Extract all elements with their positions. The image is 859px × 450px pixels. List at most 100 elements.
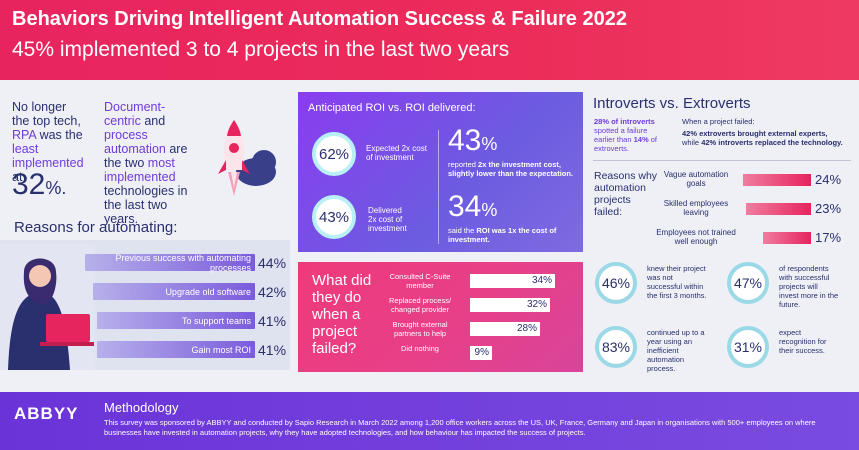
stat-ring: 47% (727, 262, 769, 304)
intro-right-c: while (682, 138, 700, 147)
intro-right-b: 42% extroverts brought external experts, (682, 129, 828, 138)
rpa-text: No longer the top tech, RPA was the leas… (12, 100, 84, 184)
introverts-title: Introverts vs. Extroverts (593, 95, 751, 112)
failure-label: Skilled employees leaving (663, 199, 729, 217)
stat-text: expect recognition for their success. (779, 328, 827, 355)
what-label: Consulted C-Suite member (389, 272, 451, 290)
page-subtitle: 45% implemented 3 to 4 projects in the l… (12, 38, 510, 61)
reason-label: Previous success with automating process… (115, 253, 251, 273)
reason-value: 44% (258, 255, 287, 271)
rpa-value: 32 (12, 168, 46, 201)
roi-stat2-desc-b: ROI was 1x the cost of investment. (448, 226, 557, 244)
what-bar (470, 274, 555, 288)
roi-stat1: 43% (448, 124, 497, 158)
intro-left-d: of extroverts. (594, 135, 657, 153)
failure-value: 17% (815, 230, 842, 245)
reason-label: Gain most ROI (191, 345, 251, 355)
rpa-highlight: RPA (12, 128, 37, 142)
failure-value: 24% (815, 172, 842, 187)
failure-label: Vague automation goals (663, 170, 729, 188)
failure-bar (763, 232, 811, 244)
doc-highlight3: most implemented (104, 156, 176, 184)
stat-text: knew their project was not successful wi… (647, 264, 707, 300)
reason-label: Upgrade old software (165, 287, 251, 297)
roi-stat2-desc-a: said the (448, 226, 475, 235)
what-did-they-do-panel: What did they do when a project failed? … (298, 262, 583, 372)
rpa-line2: was the (39, 128, 83, 142)
failure-bar (746, 203, 811, 215)
rpa-line1: No longer the top tech, (12, 100, 81, 128)
stat-ring: 46% (595, 262, 637, 304)
what-bar (470, 322, 540, 336)
page-title: Behaviors Driving Intelligent Automation… (12, 8, 627, 30)
woman-laptop-illustration (0, 244, 95, 370)
what-value: 34% (531, 275, 552, 286)
introverts-left-text: 28% of introverts spotted a failure earl… (594, 117, 664, 153)
failure-label: Employees not trained well enough (656, 228, 736, 246)
what-did-they-do-question: What did they do when a project failed? (312, 272, 372, 357)
what-value: 9% (474, 347, 489, 358)
stat-text: of respondents with successful projects … (779, 264, 839, 309)
roi-stat2-desc: said the ROI was 1x the cost of investme… (448, 226, 568, 244)
header-banner (0, 0, 859, 80)
document-centric-text: Document-centric and process automation … (104, 100, 190, 226)
doc-line2: are the two (104, 142, 188, 170)
what-value: 32% (526, 299, 547, 310)
failure-bar (743, 174, 811, 186)
rpa-unit: %. (45, 178, 67, 198)
methodology-title: Methodology (104, 400, 179, 415)
roi-stat1-desc-b: 2x the investment cost, slightly lower t… (448, 160, 574, 178)
reason-bar (93, 283, 255, 300)
what-label: Did nothing (401, 344, 439, 353)
reason-value: 41% (258, 342, 287, 358)
introverts-right-text: When a project failed: 42% extroverts br… (682, 117, 857, 147)
stat-text: continued up to a year using an ineffici… (647, 328, 705, 373)
reason-bar (97, 341, 255, 358)
what-bar (470, 346, 492, 360)
doc-line1: and (144, 114, 166, 128)
roi-delivered-ring: 43% (312, 195, 356, 239)
intro-right-d: 42% introverts replaced the technology. (701, 138, 843, 147)
roi-expected-ring: 62% (312, 132, 356, 176)
stat-ring: 83% (595, 326, 637, 368)
doc-line3: technologies in the last two years. (104, 184, 188, 226)
what-label: Brought external partners to help (392, 320, 448, 338)
reasons-title: Reasons for automating: (14, 219, 178, 236)
intro-left-a: 28% of introverts (594, 117, 655, 126)
reason-value: 42% (258, 284, 287, 300)
reason-bar (85, 254, 255, 271)
rpa-least-implemented: least implemented (12, 142, 84, 170)
footer-banner (0, 392, 859, 450)
doc-highlight2: process automation (104, 128, 166, 156)
what-label: Replaced process/ changed provider (388, 296, 452, 314)
introverts-divider (593, 160, 851, 161)
roi-title: Anticipated ROI vs. ROI delivered: (308, 102, 476, 114)
doc-highlight1: Document-centric (104, 100, 166, 128)
roi-stat1-value: 43 (448, 124, 482, 157)
intro-left-c: 14% (633, 135, 649, 144)
what-bar (470, 298, 550, 312)
reasons-panel: Previous success with automating process… (0, 240, 290, 370)
abbyy-logo: ABBYY (14, 404, 79, 423)
intro-left-b: spotted a failure earlier than (594, 126, 648, 144)
roi-delivered-label: Delivered 2x cost of investment (368, 206, 407, 233)
what-value: 28% (516, 323, 537, 334)
roi-divider (438, 130, 439, 244)
roi-stat2: 34% (448, 190, 497, 224)
methodology-text: This survey was sponsored by ABBYY and c… (104, 418, 816, 437)
rpa-line3: at (12, 170, 23, 184)
reason-label: To support teams (181, 316, 251, 326)
failure-reasons-title: Reasons why automation projects failed: (594, 170, 658, 218)
intro-right-a: When a project failed: (682, 117, 755, 126)
reason-bar (97, 312, 255, 329)
failure-value: 23% (815, 201, 842, 216)
roi-stat1-desc: reported 2x the investment cost, slightl… (448, 160, 578, 178)
reason-value: 41% (258, 313, 287, 329)
roi-expected-label: Expected 2x cost of investment (366, 144, 427, 162)
roi-stat2-value: 34 (448, 190, 482, 223)
roi-panel: Anticipated ROI vs. ROI delivered: 62% E… (298, 92, 583, 252)
roi-stat1-desc-a: reported (448, 160, 476, 169)
stat-ring: 31% (727, 326, 769, 368)
roi-stat2-unit: % (481, 200, 498, 220)
roi-stat1-unit: % (481, 134, 498, 154)
